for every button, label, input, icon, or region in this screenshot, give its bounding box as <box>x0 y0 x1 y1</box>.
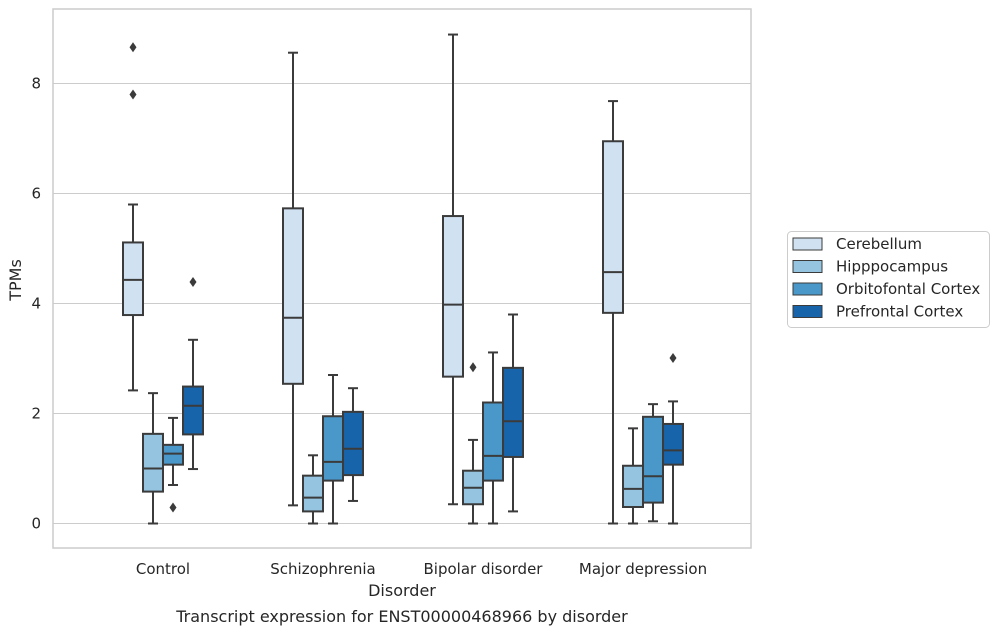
box-cerebellum <box>282 51 304 507</box>
x-tick-labels: Control Schizophrenia Bipolar disorder Majo… <box>136 560 707 578</box>
box-prefrontal-cortex <box>662 352 684 525</box>
y-tick-labels: 0 2 4 6 8 <box>31 75 41 533</box>
iqr-box <box>122 241 144 317</box>
x-axis-title: Disorder <box>368 581 436 600</box>
legend-label: Hipppocampus <box>836 258 948 276</box>
x-tick-label: Major depression <box>579 560 707 578</box>
x-tick-label: Bipolar disorder <box>424 560 544 578</box>
legend-label: Cerebellum <box>836 235 922 253</box>
iqr-box <box>662 422 684 466</box>
x-tick-label: Schizophrenia <box>270 560 375 578</box>
box-cerebellum <box>122 42 144 392</box>
iqr-box <box>642 415 664 504</box>
iqr-box <box>502 366 524 458</box>
outlier-point <box>129 42 137 53</box>
y-axis-title: TPMs <box>6 259 25 302</box>
box-cerebellum <box>442 33 464 506</box>
iqr-box <box>622 464 644 508</box>
legend-label: Orbitofontal Cortex <box>836 280 980 298</box>
legend: Cerebellum Hipppocampus Orbitofontal Corte… <box>787 231 990 328</box>
iqr-box <box>182 385 204 436</box>
iqr-box <box>142 432 164 493</box>
y-tick-label: 0 <box>31 515 41 533</box>
iqr-box <box>302 474 324 513</box>
iqr-box <box>282 207 304 385</box>
figure-caption: Transcript expression for ENST0000046896… <box>175 607 628 626</box>
iqr-box <box>602 140 624 314</box>
legend-swatch <box>792 305 823 318</box>
iqr-box <box>442 215 464 378</box>
legend-label: Prefrontal Cortex <box>836 303 963 321</box>
outlier-point <box>189 277 197 288</box>
box-prefrontal-cortex <box>182 277 204 471</box>
box-hipppocampus <box>622 427 644 525</box>
iqr-box <box>342 410 364 477</box>
legend-swatch <box>792 237 823 251</box>
box-hipppocampus <box>462 362 484 525</box>
y-tick-label: 4 <box>31 295 41 313</box>
y-tick-label: 8 <box>31 75 41 93</box>
legend-box <box>787 231 990 328</box>
y-tick-label: 6 <box>31 185 41 203</box>
y-tick-label: 2 <box>31 405 41 423</box>
iqr-box <box>162 443 184 466</box>
box-orbitofontal-cortex <box>162 416 184 513</box>
plot-frame <box>52 8 752 549</box>
outlier-point <box>169 502 177 513</box>
box-series <box>122 33 684 525</box>
legend-swatch <box>792 260 823 273</box>
x-tick-label: Control <box>136 560 190 578</box>
outlier-point <box>669 352 677 363</box>
legend-swatch <box>792 282 823 296</box>
box-hipppocampus <box>302 454 324 525</box>
iqr-box <box>482 401 504 482</box>
outlier-point <box>469 362 477 373</box>
box-prefrontal-cortex <box>502 313 524 513</box>
box-orbitofontal-cortex <box>482 351 504 525</box>
box-cerebellum <box>602 100 624 525</box>
box-prefrontal-cortex <box>342 387 364 502</box>
plot-border <box>52 8 752 549</box>
outlier-point <box>129 89 137 100</box>
iqr-box <box>322 415 344 482</box>
